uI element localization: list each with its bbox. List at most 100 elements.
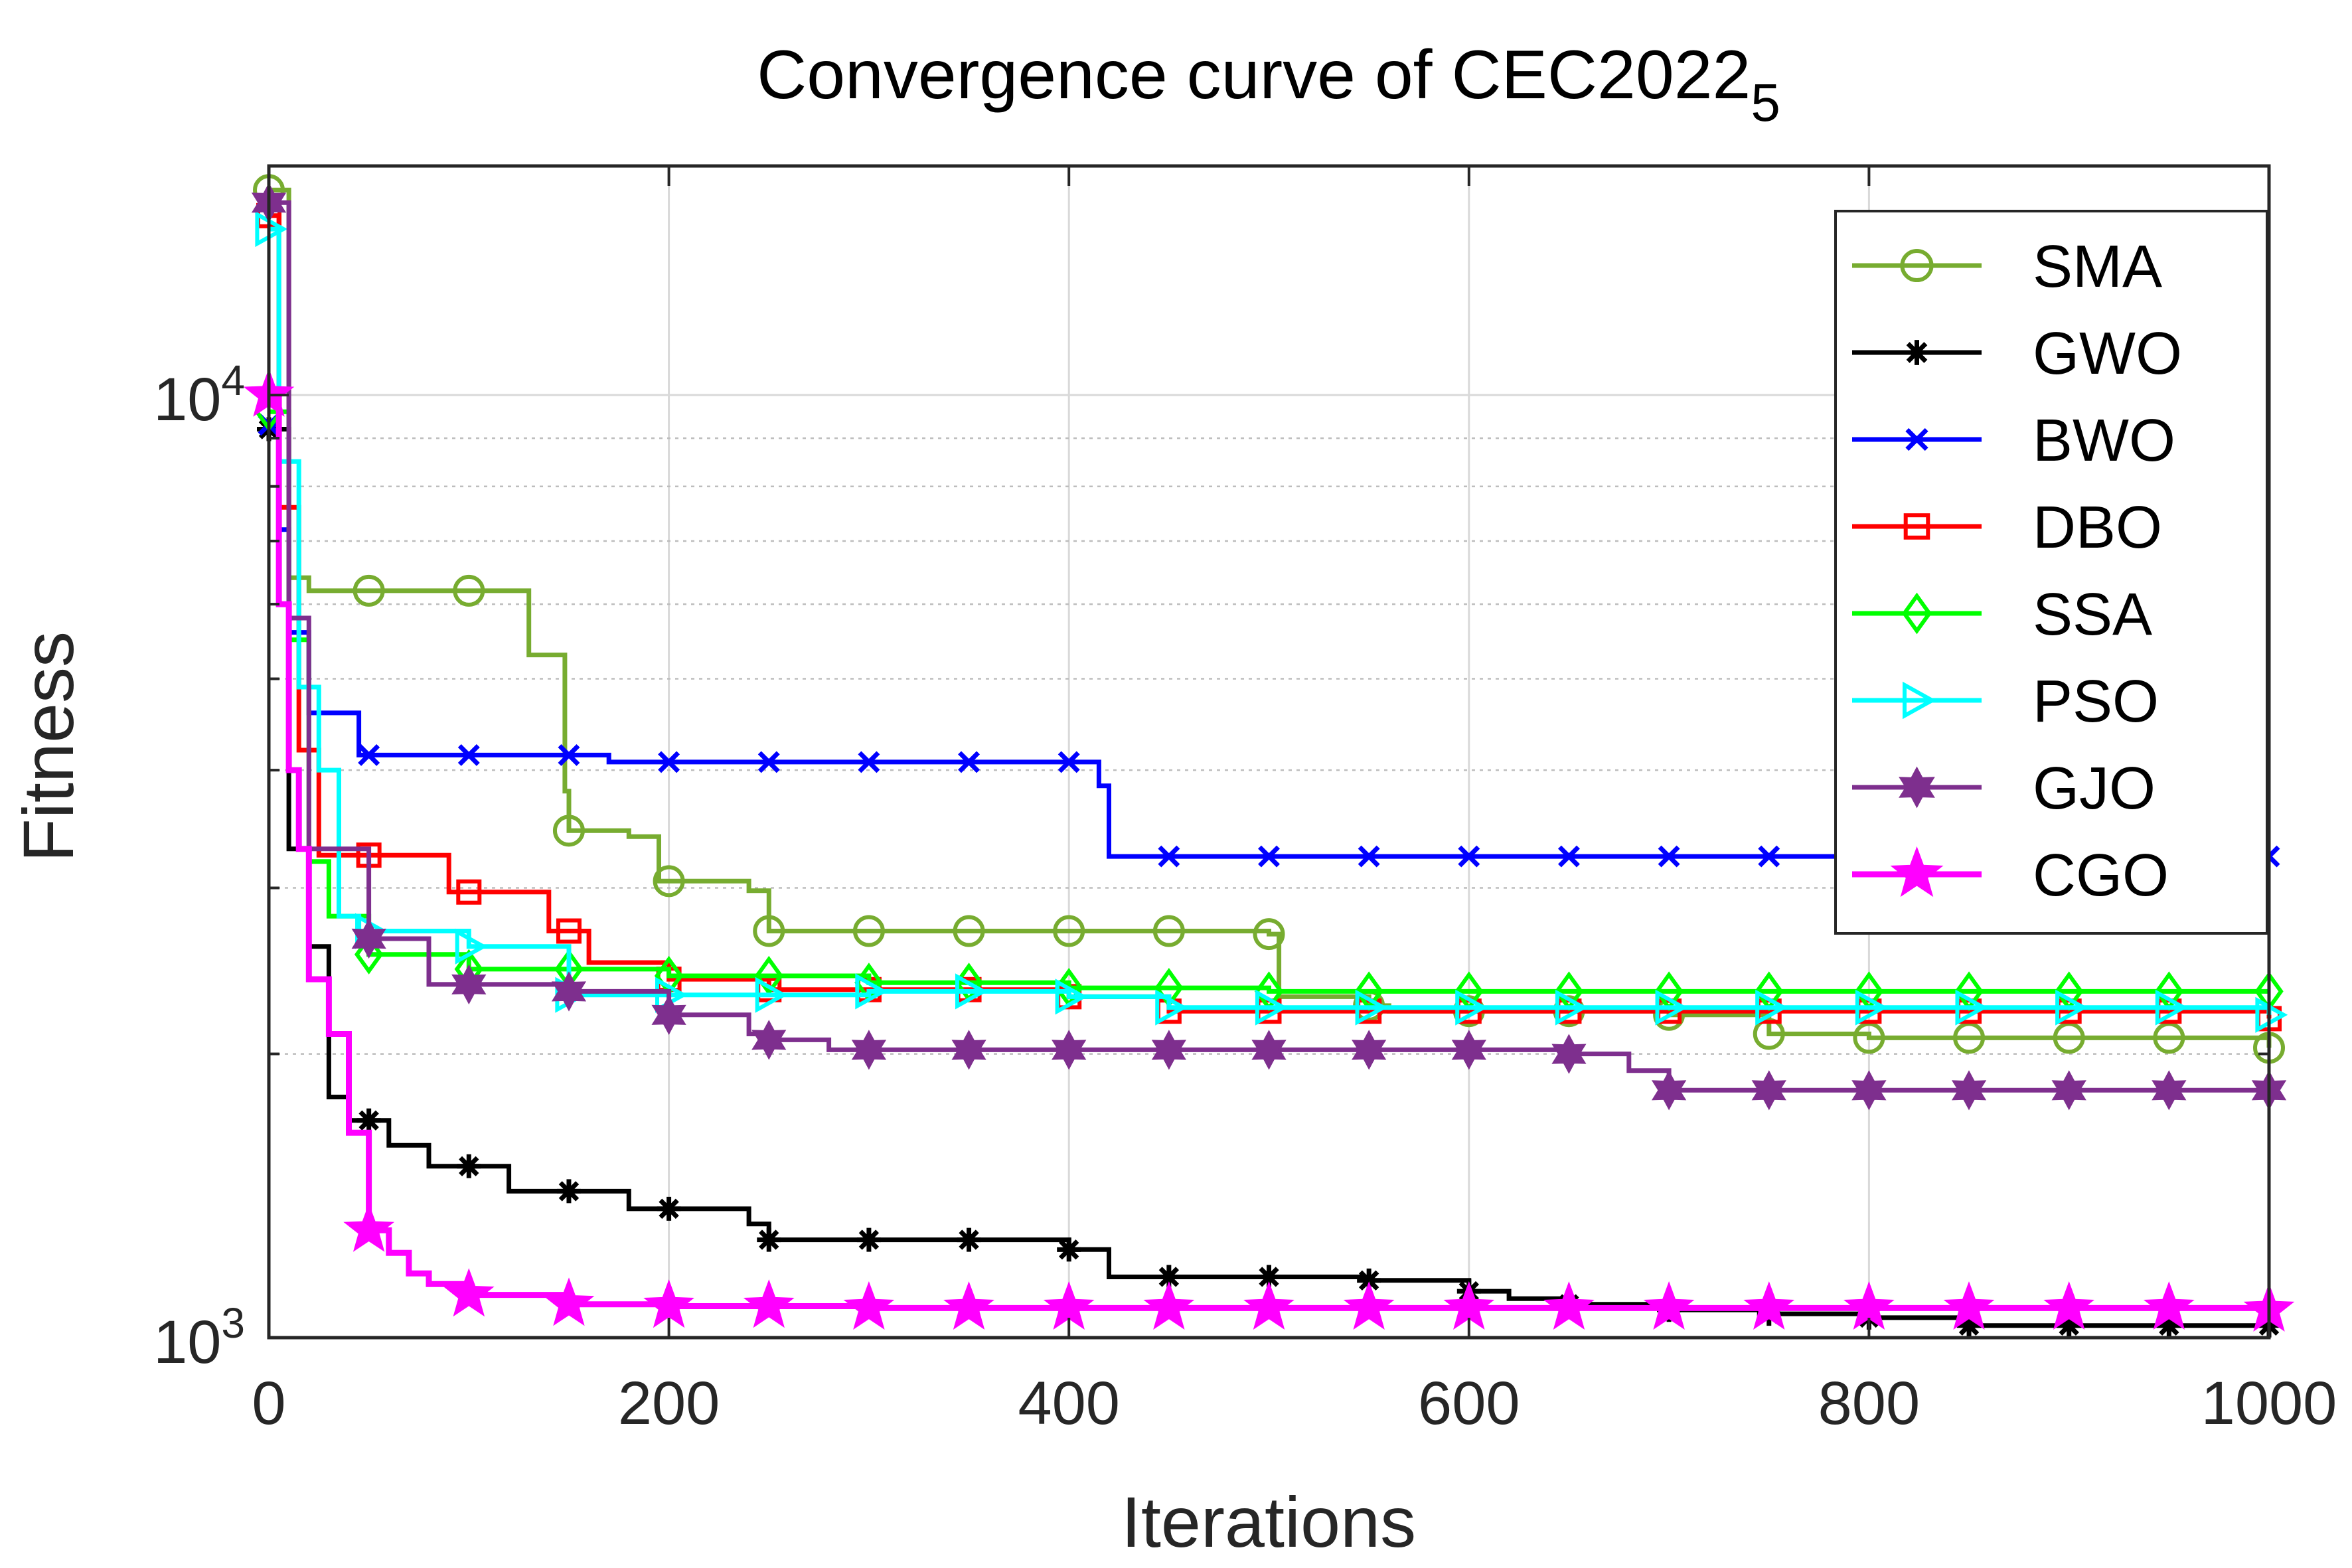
y-tick-base: 10 xyxy=(153,1308,221,1376)
data-point-sma xyxy=(353,574,385,607)
data-point-gwo xyxy=(2157,1313,2181,1338)
data-point-gwo xyxy=(1057,1237,1081,1262)
data-point-cgo xyxy=(1243,1281,1294,1330)
data-point-bwo xyxy=(457,744,480,766)
data-point-cgo xyxy=(743,1279,795,1328)
data-point-gjo xyxy=(851,1030,887,1070)
data-point-gwo xyxy=(856,1227,881,1252)
series-pso xyxy=(255,210,2288,1033)
data-point-gwo xyxy=(356,1108,381,1133)
data-point-pso xyxy=(1255,989,1288,1026)
data-point-gjo xyxy=(1751,1070,1786,1111)
data-point-bwo xyxy=(1758,845,1780,868)
data-point-pso xyxy=(1355,989,1388,1026)
legend-label: SMA xyxy=(2033,234,2162,300)
data-point-pso xyxy=(1755,989,1788,1026)
data-point-gjo xyxy=(751,1020,787,1060)
data-point-cgo xyxy=(943,1281,994,1330)
data-point-cgo xyxy=(2043,1281,2095,1330)
legend-marker xyxy=(1900,248,1934,283)
data-point-sma xyxy=(1853,1022,1885,1054)
legend-box xyxy=(1834,210,2268,935)
legend-item-sma: SMA xyxy=(1852,234,2162,300)
data-point-gjo xyxy=(1451,1030,1486,1070)
legend-label: BWO xyxy=(2033,408,2175,474)
data-point-pso xyxy=(1055,979,1088,1015)
data-point-cgo xyxy=(1143,1281,1195,1330)
data-point-gwo xyxy=(457,1154,481,1178)
legend-label: GWO xyxy=(2033,321,2182,387)
legend-label: CGO xyxy=(2033,842,2169,909)
data-point-gwo xyxy=(2057,1313,2081,1338)
data-point-gjo xyxy=(651,994,686,1035)
legend-item-ssa: SSA xyxy=(1852,582,2152,648)
legend-marker xyxy=(1903,681,1936,720)
data-point-cgo xyxy=(443,1268,495,1317)
data-point-gjo xyxy=(1251,1030,1287,1070)
legend-label: PSO xyxy=(2033,668,2159,735)
data-point-bwo xyxy=(958,751,980,773)
series-sma xyxy=(253,174,2285,1064)
data-point-gjo xyxy=(1951,1070,1987,1111)
data-point-ssa xyxy=(354,934,384,975)
data-point-cgo xyxy=(343,1203,395,1252)
chart-title-main: Convergence curve of CEC2022 xyxy=(757,37,1751,114)
data-point-sma xyxy=(653,865,685,898)
legend-marker xyxy=(1899,766,1935,809)
data-point-pso xyxy=(455,928,488,965)
data-point-pso xyxy=(1555,989,1588,1026)
data-point-bwo xyxy=(757,751,780,773)
data-point-sma xyxy=(1953,1022,1986,1054)
data-point-cgo xyxy=(843,1281,895,1330)
data-point-gjo xyxy=(351,918,386,959)
data-point-cgo xyxy=(2143,1281,2195,1330)
data-point-sma xyxy=(453,574,485,607)
data-point-gjo xyxy=(1151,1030,1186,1070)
data-point-gjo xyxy=(2051,1070,2086,1111)
data-point-gwo xyxy=(1257,1265,1281,1289)
data-point-pso xyxy=(1155,989,1188,1026)
y-tick-base: 10 xyxy=(153,366,221,433)
data-point-gwo xyxy=(556,1179,581,1204)
legend-marker xyxy=(1904,340,1930,365)
x-axis-label: Iterations xyxy=(1121,1482,1416,1562)
data-point-gwo xyxy=(1957,1313,1982,1338)
data-point-pso xyxy=(1655,989,1688,1026)
data-point-sma xyxy=(1053,915,1085,947)
series-line-gjo xyxy=(269,200,2269,1093)
legend-label: DBO xyxy=(2033,495,2162,561)
plot-frame xyxy=(267,164,2271,1340)
data-point-cgo xyxy=(1943,1281,1995,1330)
data-point-gjo xyxy=(1551,1034,1587,1074)
data-point-gwo xyxy=(757,1227,781,1252)
data-point-cgo xyxy=(1543,1281,1595,1330)
data-point-gjo xyxy=(1851,1070,1887,1111)
y-axis-label: Fitness xyxy=(8,631,88,862)
data-point-bwo xyxy=(1557,845,1580,868)
data-point-gjo xyxy=(951,1030,986,1070)
data-point-sma xyxy=(2053,1022,2085,1054)
data-point-cgo xyxy=(1343,1281,1395,1330)
series-lines xyxy=(243,174,2295,1338)
data-point-pso xyxy=(755,977,788,1013)
data-point-pso xyxy=(1955,989,1988,1026)
data-point-bwo xyxy=(1258,845,1280,868)
data-point-pso xyxy=(1855,989,1888,1026)
data-point-bwo xyxy=(1158,845,1180,868)
legend-item-pso: PSO xyxy=(1852,668,2159,735)
data-point-bwo xyxy=(858,751,880,773)
data-point-ssa xyxy=(754,955,783,996)
legend-item-gwo: GWO xyxy=(1852,321,2182,387)
data-point-gjo xyxy=(1052,1030,1087,1070)
legend-marker xyxy=(1903,513,1930,540)
data-point-cgo xyxy=(1743,1281,1795,1330)
data-point-gjo xyxy=(451,964,487,1005)
x-tick-label: 800 xyxy=(1818,1370,1921,1437)
legend-label: SSA xyxy=(2033,582,2152,648)
data-point-gwo xyxy=(1156,1265,1181,1289)
x-tick-label: 1000 xyxy=(2201,1370,2337,1437)
y-tick-label: 104 xyxy=(153,356,245,433)
legend-label: GJO xyxy=(2033,755,2156,822)
